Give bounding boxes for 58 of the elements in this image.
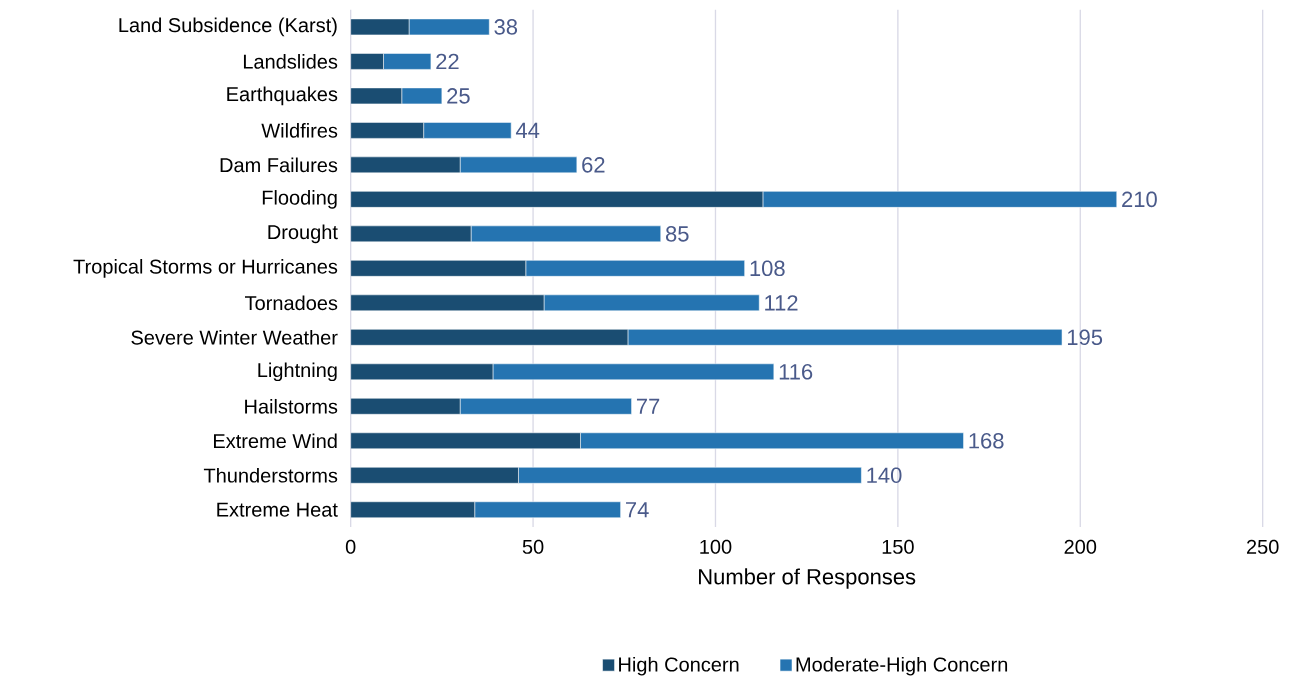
total-label: 195 (1067, 329, 1103, 346)
x-tick-label: 100 (700, 539, 732, 554)
bar (383, 53, 432, 70)
x-axis-title: Number of Responses (699, 568, 916, 589)
y-tick-label: Extreme Wind (214, 433, 337, 449)
y-tick-label: Hailstorms (245, 398, 338, 414)
y-tick-label: Extreme Heat (217, 502, 338, 517)
legend-label: Moderate-High Concern (796, 656, 1008, 676)
bar (401, 87, 443, 105)
bar (350, 260, 527, 277)
y-tick-label: Land Subsidence (Karst) (119, 17, 337, 37)
bar (350, 398, 461, 415)
bar (423, 122, 512, 139)
x-tick-label: 200 (1064, 539, 1097, 554)
bar (459, 156, 578, 174)
legend-label: High Concern (619, 656, 739, 676)
bar (525, 260, 745, 277)
total-label: 140 (867, 467, 902, 484)
bar (350, 191, 764, 208)
bar (350, 122, 424, 139)
total-label: 74 (626, 502, 649, 518)
y-tick-label: Severe Winter Weather (131, 329, 338, 345)
bar (543, 294, 760, 312)
x-tick-label: 150 (882, 539, 914, 554)
total-label: 85 (665, 226, 689, 242)
y-tick-label: Thunderstorms (203, 467, 338, 483)
total-label: 168 (969, 432, 1004, 449)
bar (459, 398, 632, 415)
x-tick-label: 0 (345, 539, 356, 554)
bar (470, 225, 662, 243)
y-tick-label: Flooding (262, 190, 337, 209)
total-label: 44 (515, 122, 540, 138)
y-tick-label: Tropical Storms or Hurricanes (73, 259, 338, 278)
y-tick-label: Wildfires (261, 123, 338, 138)
bar (350, 53, 384, 70)
bar (350, 294, 545, 312)
x-tick-label: 50 (522, 539, 544, 554)
y-tick-label: Lightning (258, 362, 337, 382)
total-label: 116 (779, 364, 813, 380)
total-label: 62 (582, 157, 605, 173)
y-tick-label: Earthquakes (227, 86, 338, 106)
y-tick-label: Dam Failures (220, 157, 338, 173)
y-tick-label: Drought (268, 224, 338, 244)
total-label: 25 (447, 88, 470, 104)
bar (350, 501, 475, 519)
total-label: 77 (636, 398, 660, 414)
total-label: 112 (765, 295, 798, 311)
total-label: 38 (494, 19, 518, 35)
bar (350, 329, 629, 346)
bar (350, 467, 519, 484)
total-label: 22 (436, 53, 459, 70)
bar (350, 363, 494, 381)
bar (350, 432, 581, 450)
y-tick-label: Landslides (243, 54, 338, 69)
y-tick-label: Tornadoes (245, 295, 338, 311)
total-label: 210 (1122, 191, 1157, 208)
total-label: 108 (750, 260, 785, 277)
x-tick-label: 250 (1247, 539, 1279, 554)
